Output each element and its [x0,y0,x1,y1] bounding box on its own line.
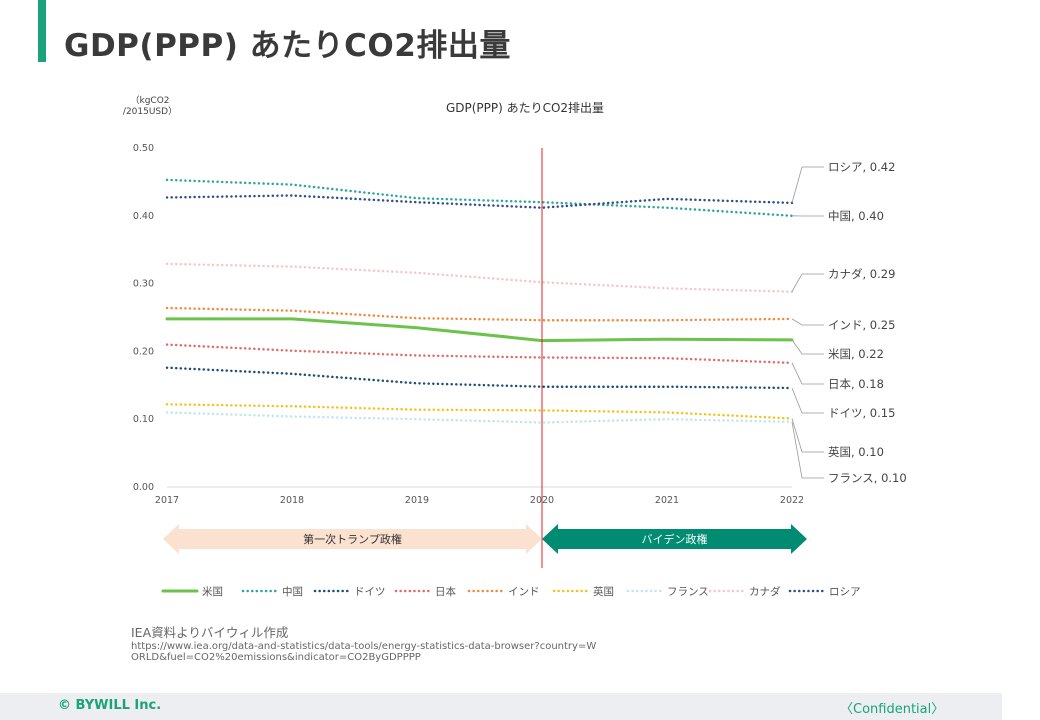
data-label: 日本, 0.18 [828,377,884,391]
legend-label: ロシア [829,586,861,598]
data-label: ロシア, 0.42 [828,160,895,174]
data-label: インド, 0.25 [828,318,895,332]
data-label: 中国, 0.40 [828,209,884,223]
leader-line [791,387,824,414]
series-line-フランス [165,411,794,424]
series-line-ロシア [165,194,794,209]
leader-line [791,166,824,204]
x-tick-label: 2017 [155,495,179,506]
leader-line [791,318,824,326]
copyright: © BYWILL Inc. [58,698,162,713]
leader-line [791,418,824,453]
source-note: IEA資料よりバイウィル作成 https://www.iea.org/data-… [131,622,601,663]
era-arrow [163,524,542,554]
footer: © BYWILL Inc. 〈Confidential〉 [0,693,1002,720]
series-line-英国 [165,403,794,420]
source-url: https://www.iea.org/data-and-statistics/… [131,641,597,663]
series-line-日本 [165,343,794,365]
series-line-ドイツ [165,366,794,390]
y-tick-label: 0.40 [133,211,154,222]
page-title: GDP(PPP) あたりCO2排出量 [64,28,511,64]
leader-line [791,273,824,292]
data-label: 米国, 0.22 [828,347,884,361]
x-tick-label: 2019 [405,495,429,506]
y-tick-label: 0.10 [133,414,154,425]
y-tick-label: 0.30 [133,279,154,290]
data-label: 英国, 0.10 [828,445,884,459]
series-line-米国 [165,317,794,343]
legend-label: ドイツ [354,586,386,598]
y-tick-label: 0.50 [133,143,154,154]
legend-label: 米国 [202,585,223,598]
x-tick-label: 2022 [780,495,804,506]
legend-label: インド [508,586,540,598]
data-label: フランス, 0.10 [828,471,907,485]
series-line-インド [165,306,794,322]
x-tick-label: 2021 [655,495,679,506]
y-tick-label: 0.20 [133,346,154,357]
leader-line [791,362,824,385]
legend-label: カナダ [749,585,781,598]
series-line-中国 [165,178,794,218]
leader-line [791,421,824,479]
y-unit-label: （kgCO2 [130,95,169,106]
legend-label: 日本 [435,585,456,598]
y-tick-label: 0.00 [133,482,154,493]
data-label: ドイツ, 0.15 [828,406,895,420]
leader-line [791,339,824,355]
y-unit-label: /2015USD） [123,106,177,117]
title-accent-bar [38,0,46,62]
legend-label: 英国 [593,585,614,598]
era-label: 第一次トランプ政権 [303,532,402,546]
line-chart: GDP(PPP) あたりCO2排出量 （kgCO2/2015USD） 0.00 0.1… [123,95,907,598]
chart-title: GDP(PPP) あたりCO2排出量 [446,101,604,115]
series-line-カナダ [165,262,794,293]
era-arrow [542,524,807,554]
x-tick-label: 2018 [280,495,304,506]
era-label: バイデン政権 [642,532,708,546]
data-label: カナダ, 0.29 [828,267,895,281]
confidential-label: 〈Confidential〉 [840,702,945,717]
legend-label: フランス [667,586,709,598]
source-title: IEA資料よりバイウィル作成 [131,625,289,640]
legend-label: 中国 [282,585,303,598]
